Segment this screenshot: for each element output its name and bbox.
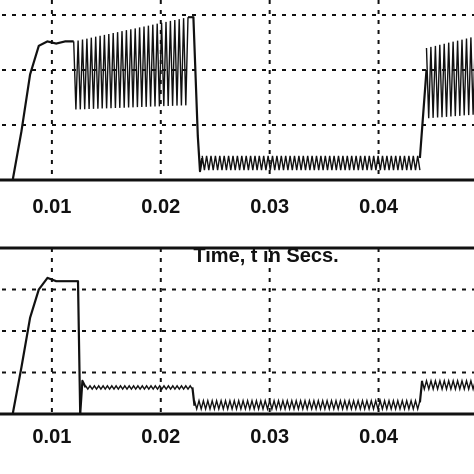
series-line — [418, 69, 428, 159]
series-line — [11, 40, 74, 181]
plot-frame — [0, 178, 474, 182]
series-line — [79, 379, 87, 415]
x-axis-label: Time, t in Secs. — [193, 245, 338, 267]
series-oscillation-band — [193, 397, 421, 412]
x-tick-label: 0.03 — [250, 426, 289, 448]
x-tick-label: 0.02 — [141, 196, 180, 218]
plot-frame — [0, 246, 474, 416]
x-tick-label: 0.02 — [141, 426, 180, 448]
series-oscillation-band — [421, 378, 474, 392]
series-line — [191, 387, 196, 406]
series-oscillation-band — [73, 17, 189, 110]
bottom-plot-panel: 0.010.020.030.040.0Time, t in Secs. — [0, 246, 474, 474]
series-oscillation-band — [425, 37, 474, 119]
x-tick-label: 0.01 — [32, 426, 71, 448]
x-tick-label: 0.01 — [32, 196, 71, 218]
top-plot-panel: 0.010.020.030.040.0Time, t in Secs. — [0, 0, 474, 267]
series-line — [188, 16, 204, 173]
series-line — [11, 276, 82, 415]
series-line — [418, 380, 424, 403]
series-oscillation-band — [85, 384, 193, 391]
x-tick-label: 0.03 — [250, 196, 289, 218]
x-tick-label: 0.04 — [359, 426, 399, 448]
series-oscillation-band — [201, 155, 421, 171]
x-tick-label: 0.04 — [359, 196, 399, 218]
